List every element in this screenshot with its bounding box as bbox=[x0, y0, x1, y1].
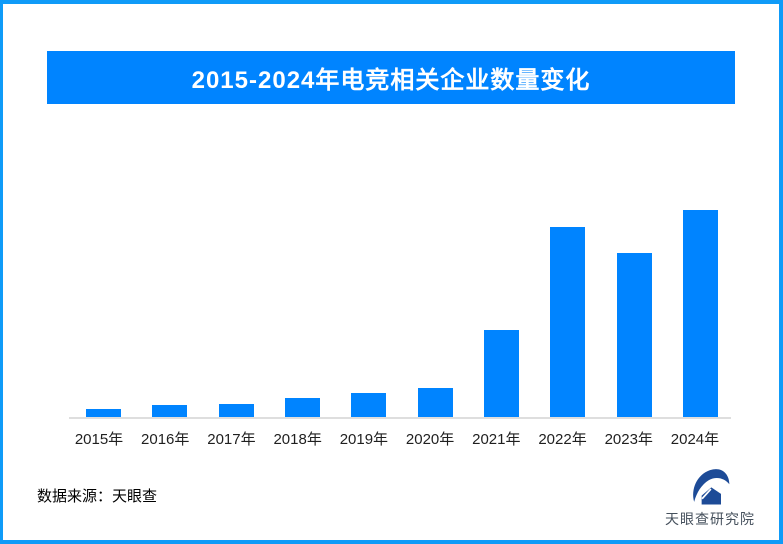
bar-2023年 bbox=[616, 253, 652, 417]
x-axis-label-2022年: 2022年 bbox=[538, 431, 587, 448]
bar-2016年 bbox=[152, 404, 188, 417]
bar-2020年 bbox=[417, 388, 453, 417]
x-axis-label-2020年: 2020年 bbox=[405, 431, 455, 448]
x-axis-line bbox=[69, 417, 731, 419]
x-axis-label-2018年: 2018年 bbox=[273, 431, 322, 448]
x-axis-label-2023年: 2023年 bbox=[604, 431, 653, 448]
x-axis-label-2015年: 2015年 bbox=[74, 431, 124, 448]
x-axis-label-2016年: 2016年 bbox=[141, 431, 190, 448]
bar-2024年 bbox=[682, 210, 718, 417]
x-axis-label-2024年: 2024年 bbox=[670, 431, 720, 448]
data-source-label: 数据来源：天眼查 bbox=[37, 488, 158, 505]
x-axis-labels: 2015年 2016年 2017年 2018年 2019年 2020年 2021年 2022年… bbox=[66, 428, 728, 449]
tianyancha-logo: 天眼查研究院 bbox=[651, 464, 769, 529]
bar-2015年 bbox=[86, 408, 121, 417]
bar-2022年 bbox=[550, 226, 586, 417]
tianyancha-logo-text: 天眼查研究院 bbox=[665, 511, 755, 527]
chart-title: 2015-2024年电竞相关企业数量变化 bbox=[191, 67, 591, 94]
bar-2017年 bbox=[218, 403, 254, 417]
bar-2018年 bbox=[284, 398, 320, 417]
x-axis-label-2019年: 2019年 bbox=[339, 431, 389, 448]
bar-2021年 bbox=[483, 330, 519, 417]
tianyancha-logo-icon bbox=[693, 469, 730, 505]
bar-group bbox=[66, 210, 728, 417]
x-axis-label-2021年: 2021年 bbox=[472, 431, 521, 448]
chart-title-banner: 2015-2024年电竞相关企业数量变化 bbox=[47, 51, 735, 104]
bar-2019年 bbox=[351, 393, 387, 417]
x-axis-label-2017年: 2017年 bbox=[207, 431, 256, 448]
